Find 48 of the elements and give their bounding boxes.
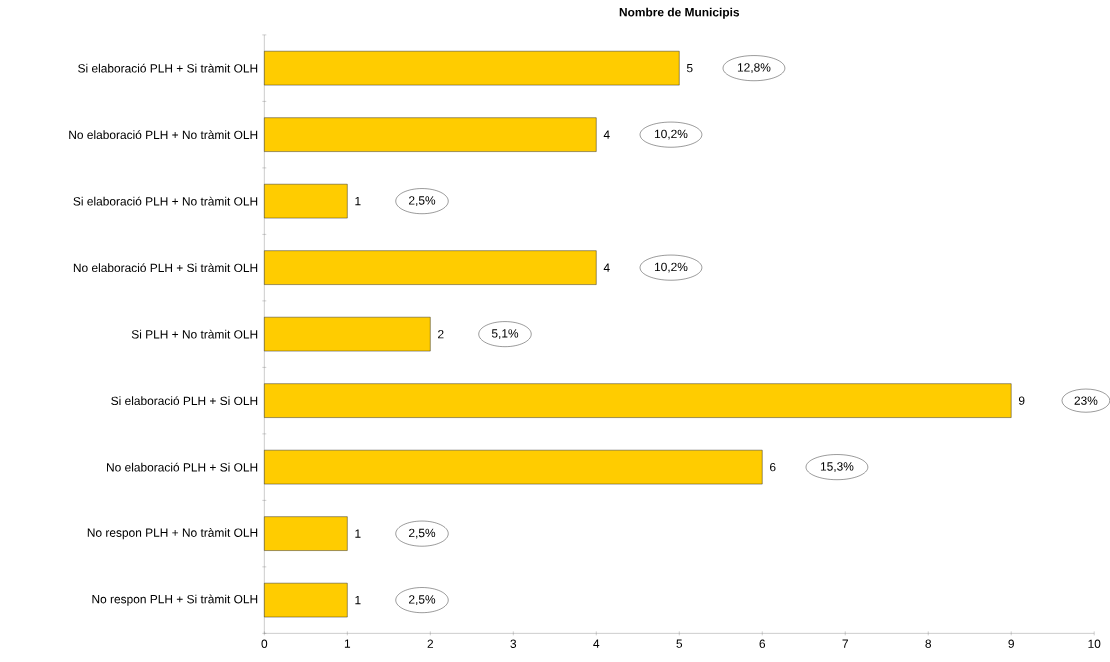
annotation: 2,5% [409,196,436,206]
y-tick-label: No elaboració PLH + Si OLH [107,462,258,472]
bar [264,383,1012,418]
y-tick-label: Si elaboració PLH + Si OLH [111,396,258,405]
annotation: 23% [1074,396,1098,405]
y-tick-label: Si elaboració PLH + Si tràmit OLH [78,63,258,73]
x-tick-label: 3 [510,639,517,648]
data-label: 1 [355,595,361,605]
y-tick-label: No elaboració PLH + No tràmit OLH [69,130,258,139]
bar [264,117,597,152]
x-tick-label: 0 [261,639,268,648]
bar [264,582,348,618]
x-tick-label: 9 [1008,639,1014,648]
y-tick-label: Si elaboració PLH + No tràmit OLH [73,196,258,206]
data-label: 4 [603,263,610,272]
bar [264,516,348,551]
y-tick-label: Si PLH + No tràmit OLH [131,329,258,339]
data-label: 1 [355,529,361,538]
y-tick-label: No respon PLH + Si tràmit OLH [92,594,258,606]
annotation: 10,2% [654,262,688,273]
data-label: 6 [770,462,776,472]
data-label: 1 [355,196,361,206]
bar [264,316,431,352]
x-tick-label: 6 [759,639,766,648]
x-tick-label: 2 [427,639,434,648]
x-tick-label: 4 [593,639,600,648]
chart-title: Nombre de Municipis [619,7,740,19]
bar [264,449,763,485]
data-label: 4 [603,130,610,139]
y-tick-label: No respon PLH + No tràmit OLH [87,527,258,540]
annotation: 15,3% [820,462,854,472]
annotation: 2,5% [409,528,436,539]
x-tick-label: 10 [1088,639,1101,648]
y-tick-label: No elaboració PLH + Si tràmit OLH [73,263,258,272]
annotation: 12,8% [737,63,771,73]
bar [264,50,680,86]
x-tick-label: 7 [842,639,848,648]
annotation: 5,1% [491,329,519,339]
bar [264,183,348,219]
x-tick-label: 5 [676,639,683,648]
bar [264,250,597,285]
data-label: 5 [686,63,693,73]
data-label: 2 [438,329,444,339]
data-label: 9 [1018,396,1025,405]
annotation: 10,2% [654,129,688,140]
x-tick-label: 1 [344,639,351,648]
x-tick-label: 8 [925,639,932,648]
annotation: 2,5% [409,595,436,605]
